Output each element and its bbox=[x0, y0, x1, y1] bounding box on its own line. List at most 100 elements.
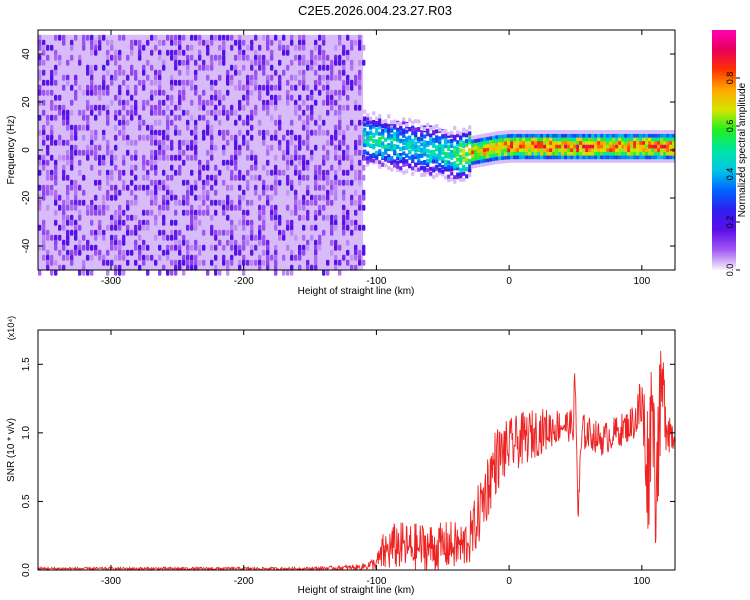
signal-cell bbox=[549, 144, 553, 149]
noise-cell bbox=[318, 174, 322, 181]
noise-cell bbox=[106, 69, 110, 76]
noise-cell bbox=[266, 129, 270, 136]
noise-cell bbox=[254, 244, 258, 251]
noise-cell bbox=[130, 49, 134, 56]
noise-cell bbox=[42, 59, 46, 66]
noise-cell bbox=[166, 254, 170, 261]
noise-cell bbox=[190, 264, 194, 271]
signal-cell bbox=[498, 159, 502, 164]
noise-cell bbox=[186, 184, 190, 191]
noise-cell bbox=[166, 129, 170, 136]
noise-cell bbox=[42, 49, 46, 56]
noise-cell bbox=[118, 169, 122, 176]
noise-cell bbox=[38, 159, 42, 166]
signal-cell bbox=[414, 162, 418, 167]
signal-cell bbox=[363, 139, 367, 144]
noise-cell bbox=[238, 149, 242, 156]
noise-cell bbox=[258, 229, 262, 236]
noise-cell bbox=[342, 129, 346, 136]
signal-cell bbox=[447, 167, 451, 172]
noise-cell bbox=[318, 184, 322, 191]
noise-cell bbox=[114, 224, 118, 231]
noise-cell bbox=[126, 149, 130, 156]
noise-cell bbox=[350, 154, 354, 161]
noise-cell bbox=[198, 164, 202, 171]
noise-cell bbox=[138, 219, 142, 226]
noise-cell bbox=[66, 154, 70, 161]
signal-cell bbox=[642, 158, 646, 163]
noise-cell bbox=[350, 119, 354, 126]
noise-cell bbox=[90, 64, 94, 71]
noise-cell bbox=[214, 79, 218, 86]
signal-cell bbox=[399, 147, 403, 152]
noise-cell bbox=[350, 84, 354, 91]
signal-cell bbox=[621, 151, 625, 156]
noise-cell bbox=[134, 74, 138, 81]
signal-cell bbox=[660, 158, 664, 163]
noise-cell bbox=[194, 144, 198, 151]
noise-cell bbox=[270, 214, 274, 221]
noise-cell bbox=[266, 84, 270, 91]
signal-cell bbox=[489, 161, 493, 166]
signal-cell bbox=[576, 130, 580, 134]
signal-cell bbox=[534, 155, 538, 160]
signal-cell bbox=[489, 136, 493, 141]
noise-cell bbox=[90, 139, 94, 146]
signal-cell bbox=[633, 158, 637, 163]
noise-cell bbox=[98, 159, 102, 166]
signal-cell bbox=[597, 130, 601, 134]
signal-cell bbox=[369, 131, 373, 136]
signal-cell bbox=[552, 133, 556, 138]
signal-cell bbox=[492, 142, 496, 147]
signal-cell bbox=[603, 140, 607, 145]
signal-cell bbox=[450, 144, 454, 149]
noise-cell bbox=[238, 104, 242, 111]
noise-cell bbox=[158, 229, 162, 236]
signal-cell bbox=[405, 122, 409, 127]
noise-cell bbox=[174, 199, 178, 206]
noise-cell bbox=[358, 224, 362, 231]
signal-cell bbox=[465, 142, 469, 147]
noise-cell bbox=[330, 219, 334, 226]
noise-cell bbox=[222, 179, 226, 186]
noise-cell bbox=[286, 99, 290, 106]
noise-cell bbox=[354, 264, 358, 271]
signal-cell bbox=[585, 137, 589, 142]
signal-cell bbox=[564, 133, 568, 138]
noise-cell bbox=[150, 49, 154, 56]
noise-cell bbox=[118, 269, 122, 276]
signal-cell bbox=[492, 160, 496, 165]
noise-cell bbox=[330, 249, 334, 256]
snr-panel: -300 -200 -100 0 100 0.00.51.01.5 Height of … bbox=[6, 316, 676, 596]
noise-cell bbox=[262, 139, 266, 146]
noise-cell bbox=[154, 104, 158, 111]
signal-cell bbox=[438, 156, 442, 161]
noise-cell bbox=[326, 129, 330, 136]
noise-cell bbox=[242, 224, 246, 231]
signal-cell bbox=[594, 151, 598, 156]
noise-cell bbox=[74, 34, 78, 41]
signal-cell bbox=[666, 148, 670, 152]
signal-cell bbox=[555, 148, 559, 152]
noise-cell bbox=[278, 84, 282, 91]
noise-cell bbox=[78, 244, 82, 251]
signal-cell bbox=[456, 152, 460, 157]
signal-cell bbox=[390, 158, 394, 163]
noise-cell bbox=[74, 74, 78, 81]
signal-cell bbox=[507, 130, 511, 135]
noise-cell bbox=[38, 269, 42, 276]
noise-cell bbox=[122, 99, 126, 106]
signal-cell bbox=[552, 140, 556, 145]
noise-cell bbox=[290, 209, 294, 216]
noise-cell bbox=[118, 219, 122, 226]
noise-cell bbox=[286, 179, 290, 186]
signal-cell bbox=[657, 151, 661, 156]
noise-cell bbox=[246, 119, 250, 126]
noise-cell bbox=[50, 139, 54, 146]
noise-cell bbox=[86, 89, 90, 96]
noise-cell bbox=[314, 44, 318, 51]
noise-cell bbox=[222, 144, 226, 151]
signal-cell bbox=[660, 155, 664, 160]
noise-cell bbox=[190, 114, 194, 121]
noise-cell bbox=[346, 124, 350, 131]
